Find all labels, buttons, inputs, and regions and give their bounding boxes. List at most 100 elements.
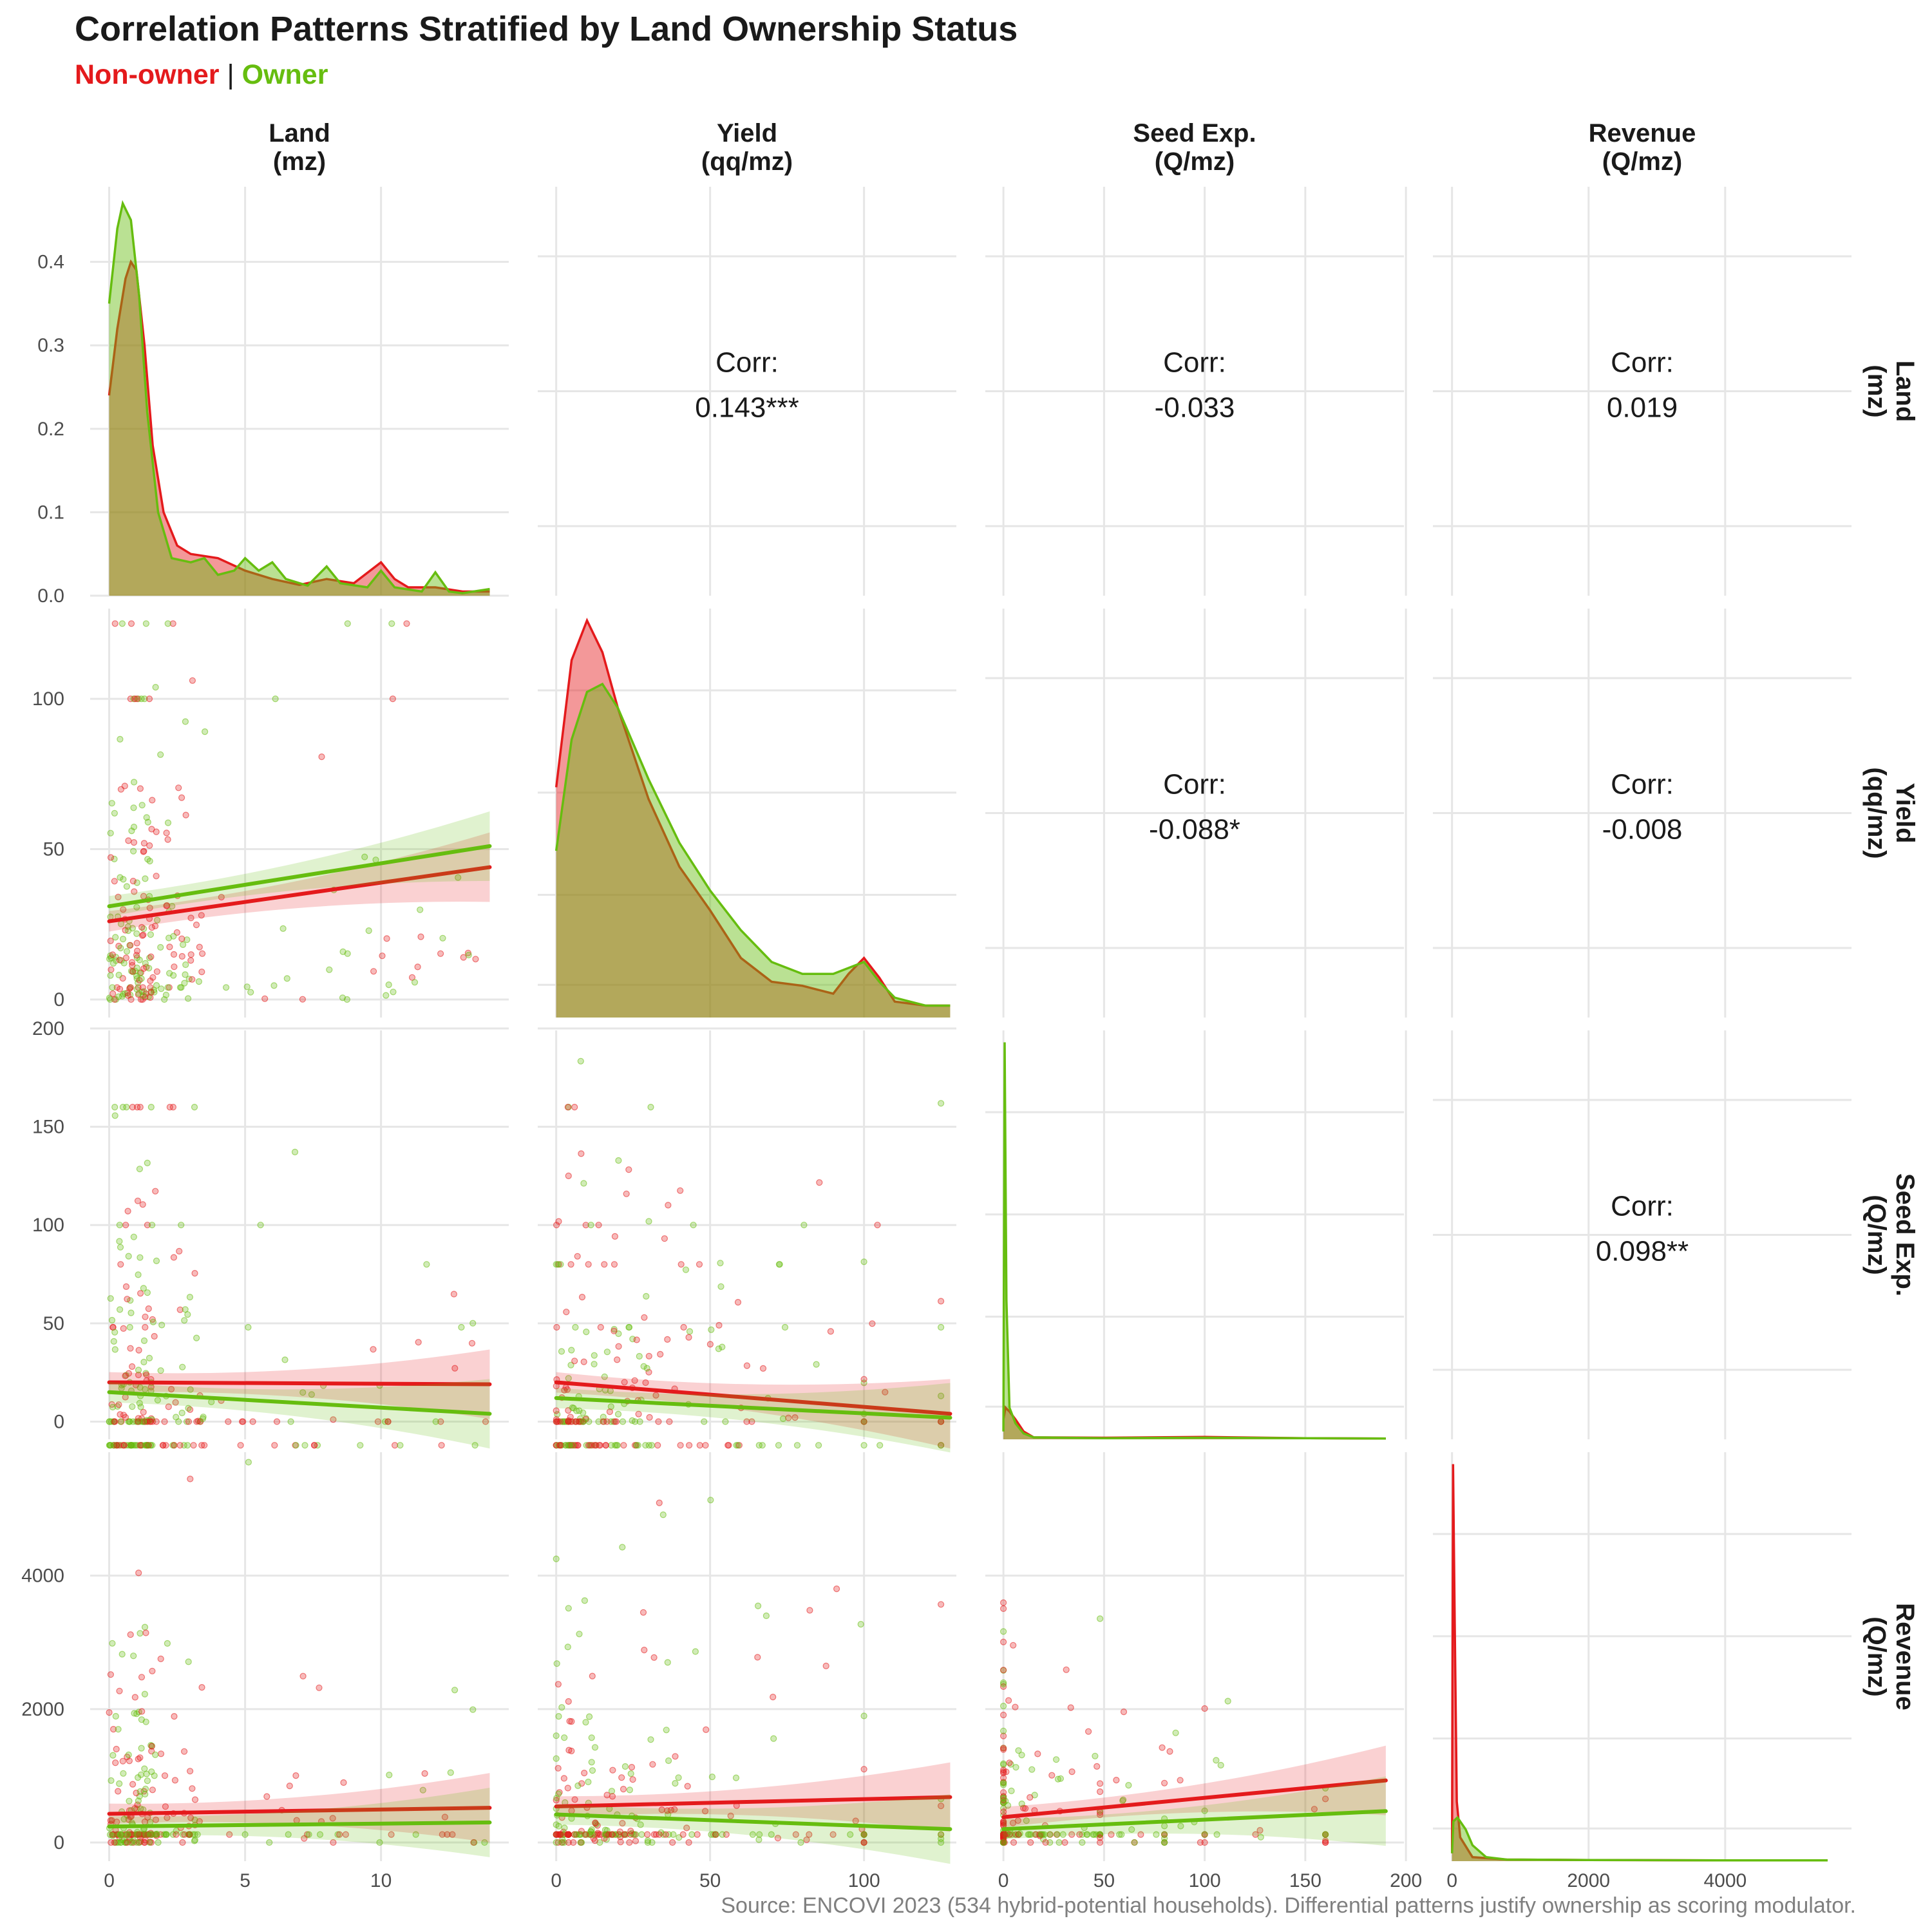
- y-tick-revenue: 2000: [21, 1699, 64, 1720]
- row-label-seed: (Q/mz): [1862, 1195, 1891, 1274]
- density-line-yield-non-owner: [554, 618, 951, 1007]
- y-tick-land-density: 0.3: [37, 335, 64, 356]
- corr-label: Corr:: [1611, 347, 1674, 379]
- corr-label: Corr:: [1163, 769, 1226, 800]
- ci-band-seed_revenue-owner: [1003, 1776, 1386, 1846]
- density-area-land-owner: [109, 203, 490, 596]
- y-tick-seed: 100: [32, 1215, 64, 1236]
- column-label-land: (mz): [273, 147, 326, 176]
- regression-line-yield_revenue-owner: [554, 1812, 952, 1832]
- x-tick-yield: 100: [848, 1870, 880, 1891]
- row-label-seed: Seed Exp.: [1891, 1173, 1919, 1296]
- scatter-land-revenue: [106, 1459, 488, 1846]
- column-label-revenue: Revenue: [1589, 119, 1696, 147]
- panel-grid-2-2: [985, 1030, 1407, 1439]
- density-area-yield-owner: [556, 684, 951, 1018]
- density-line-revenue-owner: [1450, 1815, 1828, 1862]
- panel-grid-2-3: [1433, 1030, 1852, 1439]
- legend-owner: Owner: [242, 59, 328, 90]
- x-tick-seed: 150: [1289, 1870, 1321, 1891]
- ci-band-land_revenue-owner: [109, 1787, 490, 1857]
- row-label-revenue: Revenue: [1891, 1603, 1919, 1710]
- density-area-land-non-owner: [109, 261, 490, 596]
- y-tick-land-density: 0.1: [37, 502, 64, 523]
- regression-line-land_seed-non-owner: [107, 1380, 492, 1387]
- regression-line-land_yield-non-owner: [107, 865, 492, 923]
- scatter-yield-seed: [553, 1057, 945, 1449]
- corr-label: Corr:: [715, 347, 779, 379]
- scatter-yield-revenue: [553, 1497, 945, 1846]
- regression-line-seed_revenue-owner: [1001, 1809, 1388, 1832]
- y-tick-yield: 0: [53, 989, 64, 1010]
- panel-grid-1-2: [985, 609, 1407, 1018]
- x-tick-revenue: 0: [1446, 1870, 1457, 1891]
- y-tick-revenue: 4000: [21, 1566, 64, 1587]
- x-tick-seed: 200: [1390, 1870, 1422, 1891]
- y-tick-land-density: 0.4: [37, 252, 64, 273]
- ci-band-land_seed-owner: [109, 1379, 490, 1449]
- y-tick-yield: 100: [32, 688, 64, 710]
- row-label-yield: (qq/mz): [1862, 767, 1891, 858]
- row-label-revenue: (Q/mz): [1862, 1616, 1891, 1696]
- corr-value: 0.098**: [1596, 1236, 1689, 1267]
- scatter-seed-revenue: [999, 1599, 1329, 1846]
- regression-line-land_revenue-owner: [107, 1820, 492, 1829]
- x-tick-land: 0: [104, 1870, 115, 1891]
- density-line-land-non-owner: [108, 259, 490, 593]
- regression-line-land_seed-owner: [107, 1390, 492, 1416]
- ci-band-yield_revenue-non-owner: [556, 1762, 951, 1832]
- legend-non-owner: Non-owner: [75, 59, 220, 90]
- scatter-land-yield: [106, 620, 479, 1003]
- corr-value: -0.088*: [1149, 814, 1240, 846]
- column-label-land: Land: [269, 119, 330, 147]
- y-tick-yield: 50: [43, 839, 64, 860]
- panel-grid-3-0: [90, 1452, 509, 1861]
- row-label-yield: Yield: [1891, 782, 1919, 843]
- chart-title: Correlation Patterns Stratified by Land …: [75, 10, 1018, 48]
- panel-grid-0-1: [538, 187, 956, 596]
- corr-value: 0.019: [1607, 392, 1678, 424]
- corr-label: Corr:: [1611, 1191, 1674, 1222]
- panel-grid-2-1: [538, 1027, 956, 1439]
- density-line-yield-owner: [554, 682, 951, 1007]
- density-area-yield-non-owner: [556, 620, 951, 1018]
- y-tick-seed: 50: [43, 1313, 64, 1334]
- regression-line-yield_seed-owner: [554, 1396, 952, 1420]
- y-tick-seed: 0: [53, 1412, 64, 1433]
- corr-value: 0.143***: [695, 392, 799, 424]
- regression-line-yield_revenue-non-owner: [554, 1795, 952, 1809]
- y-tick-land-density: 0.0: [37, 585, 64, 607]
- density-area-revenue-non-owner: [1452, 1464, 1828, 1861]
- x-tick-seed: 50: [1094, 1870, 1115, 1891]
- density-line-seed-non-owner: [1002, 1405, 1386, 1440]
- y-tick-revenue: 0: [53, 1832, 64, 1853]
- panel-grid-0-3: [1433, 187, 1852, 596]
- density-line-revenue-non-owner: [1450, 1464, 1828, 1862]
- ci-band-yield_revenue-owner: [556, 1794, 951, 1864]
- density-line-seed-owner: [1002, 1042, 1386, 1440]
- corr-label: Corr:: [1611, 769, 1674, 800]
- ci-band-yield_seed-owner: [556, 1383, 951, 1453]
- density-line-land-owner: [108, 200, 490, 594]
- x-tick-land: 10: [370, 1870, 392, 1891]
- row-label-land: Land: [1891, 361, 1919, 422]
- corr-value: -0.033: [1155, 392, 1235, 424]
- x-tick-revenue: 2000: [1567, 1870, 1610, 1891]
- column-label-yield: (qq/mz): [701, 147, 793, 176]
- corr-label: Corr:: [1163, 347, 1226, 379]
- panel-grid-3-3: [1433, 1452, 1852, 1861]
- density-area-seed-non-owner: [1003, 1407, 1386, 1439]
- column-label-revenue: (Q/mz): [1602, 147, 1682, 176]
- legend-separator: |: [219, 59, 242, 90]
- chart-legend-subtitle: Non-owner | Owner: [75, 59, 328, 91]
- column-label-seed: (Q/mz): [1155, 147, 1235, 176]
- panel-grid-3-2: [985, 1452, 1407, 1861]
- x-tick-seed: 0: [998, 1870, 1009, 1891]
- regression-line-yield_seed-non-owner: [554, 1380, 952, 1416]
- x-tick-yield: 50: [699, 1870, 721, 1891]
- y-tick-seed: 150: [32, 1117, 64, 1138]
- panel-grid-1-3: [1433, 609, 1852, 1018]
- panel-grid-0-2: [985, 187, 1407, 596]
- chart-caption: Source: ENCOVI 2023 (534 hybrid-potentia…: [721, 1893, 1856, 1918]
